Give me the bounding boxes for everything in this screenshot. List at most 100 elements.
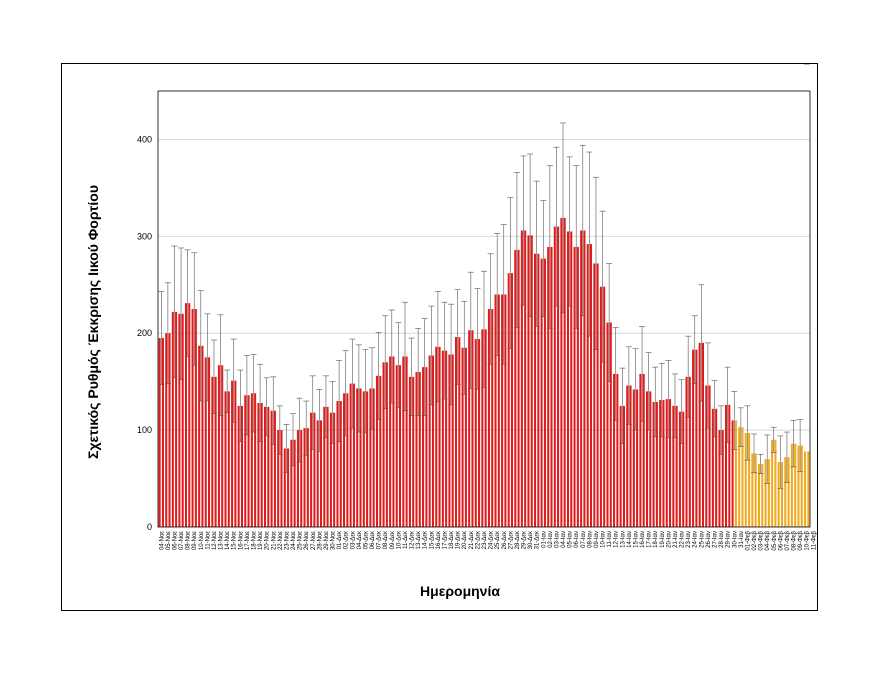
bar (560, 217, 563, 527)
y-tick-label: 100 (137, 425, 152, 435)
x-tick-label: 30-Νοε (331, 531, 337, 550)
bar (389, 356, 392, 527)
x-tick-label: 11-Φεβ (811, 530, 817, 550)
x-tick-label: 21-Νοε (271, 531, 277, 550)
x-tick-label: 30-Ιαν (732, 531, 738, 548)
bar (738, 427, 741, 527)
bar (701, 342, 705, 527)
bar (438, 346, 441, 527)
x-tick-label: 04-Νοε (159, 531, 165, 550)
bar (790, 443, 793, 527)
bar (385, 362, 388, 527)
y-tick-label: 300 (137, 231, 152, 241)
x-tick-labels: 04-Νοε 05-Νοε 06-Νοε 07-Νοε 08-Νοε 09-Νοε 10-Ν… (159, 530, 817, 551)
y-tick-labels: 0 100 200 300 400 (137, 134, 152, 532)
x-tick-label: 12-Δεκ (410, 530, 416, 549)
bar (221, 365, 224, 527)
bar (688, 376, 691, 527)
x-tick-label: 14-Νοε (225, 531, 231, 550)
x-tick-label: 01-Δεκ (337, 530, 343, 549)
bar (708, 385, 711, 527)
bar (474, 339, 477, 527)
bar (339, 401, 342, 527)
bar (418, 371, 421, 527)
chart-frame: 0 100 200 300 400 04-Νοε 05-Νοε 06-Νοε 07-Νοε 08… (61, 63, 818, 611)
x-tick-label: 12-Νοε (212, 531, 218, 550)
bar (471, 330, 474, 527)
x-tick-label: 28-Ιαν (719, 531, 725, 548)
bar (240, 405, 243, 527)
x-tick-label: 26-Νοε (304, 531, 310, 550)
bar (734, 420, 737, 527)
x-tick-label: 02-Δεκ (344, 530, 350, 549)
x-tick-label: 11-Δεκ (403, 530, 409, 549)
bar (201, 345, 204, 527)
bar (504, 294, 507, 527)
x-tick-label: 29-Δεκ (522, 530, 528, 549)
x-tick-label: 16-Ιαν (640, 531, 646, 548)
bar (362, 391, 365, 527)
x-tick-label: 17-Δεκ (442, 530, 448, 549)
bar (599, 286, 602, 527)
bar (395, 365, 398, 527)
x-axis-title: Ημερομηνία (420, 583, 500, 599)
bar (375, 375, 379, 527)
bar (191, 309, 194, 527)
bar (263, 406, 267, 527)
bar (514, 249, 517, 528)
x-tick-label: 06-Φεβ (778, 530, 784, 550)
x-tick-label: 10-Δεκ (396, 530, 402, 549)
bar (695, 349, 698, 527)
x-tick-label: 24-Νοε (291, 531, 297, 550)
bar (507, 273, 510, 527)
bar (665, 399, 668, 527)
bar (800, 445, 803, 527)
x-tick-label: 25-Ιαν (699, 531, 705, 548)
bar (744, 433, 747, 527)
x-tick-label: 25-Δεκ (495, 530, 501, 549)
bar (794, 443, 797, 527)
bar (211, 376, 214, 527)
bar (642, 373, 645, 527)
bar (570, 231, 573, 527)
bar (616, 373, 619, 527)
bar (659, 400, 662, 527)
bar (692, 349, 695, 527)
bar (287, 448, 290, 527)
x-tick-label: 29-Νοε (324, 531, 330, 550)
bar (464, 347, 467, 527)
x-tick-label: 05-Νοε (166, 531, 172, 550)
bar (761, 464, 764, 527)
x-tick-label: 09-Δεκ (390, 530, 396, 549)
x-tick-label: 28-Νοε (317, 531, 323, 550)
bar (184, 303, 188, 527)
x-tick-label: 23-Δεκ (482, 530, 488, 549)
bar (231, 380, 234, 527)
bar (672, 405, 675, 527)
bar (290, 439, 293, 527)
x-tick-label: 31-Δεκ (535, 530, 541, 549)
bar (326, 406, 329, 527)
x-tick-label: 23-Ιαν (686, 531, 692, 548)
bar (728, 404, 731, 527)
x-tick-label: 06-Ιαν (574, 531, 580, 548)
bar (777, 462, 780, 527)
x-tick-label: 17-Ιαν (647, 531, 653, 548)
x-tick-label: 31-Ιαν (739, 531, 745, 548)
bar (227, 391, 230, 527)
bar (168, 333, 171, 527)
x-tick-label: 09-Νοε (192, 531, 198, 550)
bar (280, 430, 283, 527)
y-tick-label: 400 (137, 134, 152, 144)
bar (774, 439, 777, 527)
bar (721, 430, 724, 527)
x-tick-label: 15-Νοε (232, 531, 238, 550)
x-tick-label: 22-Ιαν (680, 531, 686, 548)
bar (273, 410, 276, 527)
y-axis-title: Σχετικός Ρυθμός Έκκρισης Ιικού Φορτίου (85, 185, 101, 459)
x-tick-label: 05-Φεβ (772, 530, 778, 550)
plot-area-border (157, 90, 811, 528)
x-tick-label: 02-Φεβ (752, 530, 758, 550)
bar (399, 365, 402, 527)
